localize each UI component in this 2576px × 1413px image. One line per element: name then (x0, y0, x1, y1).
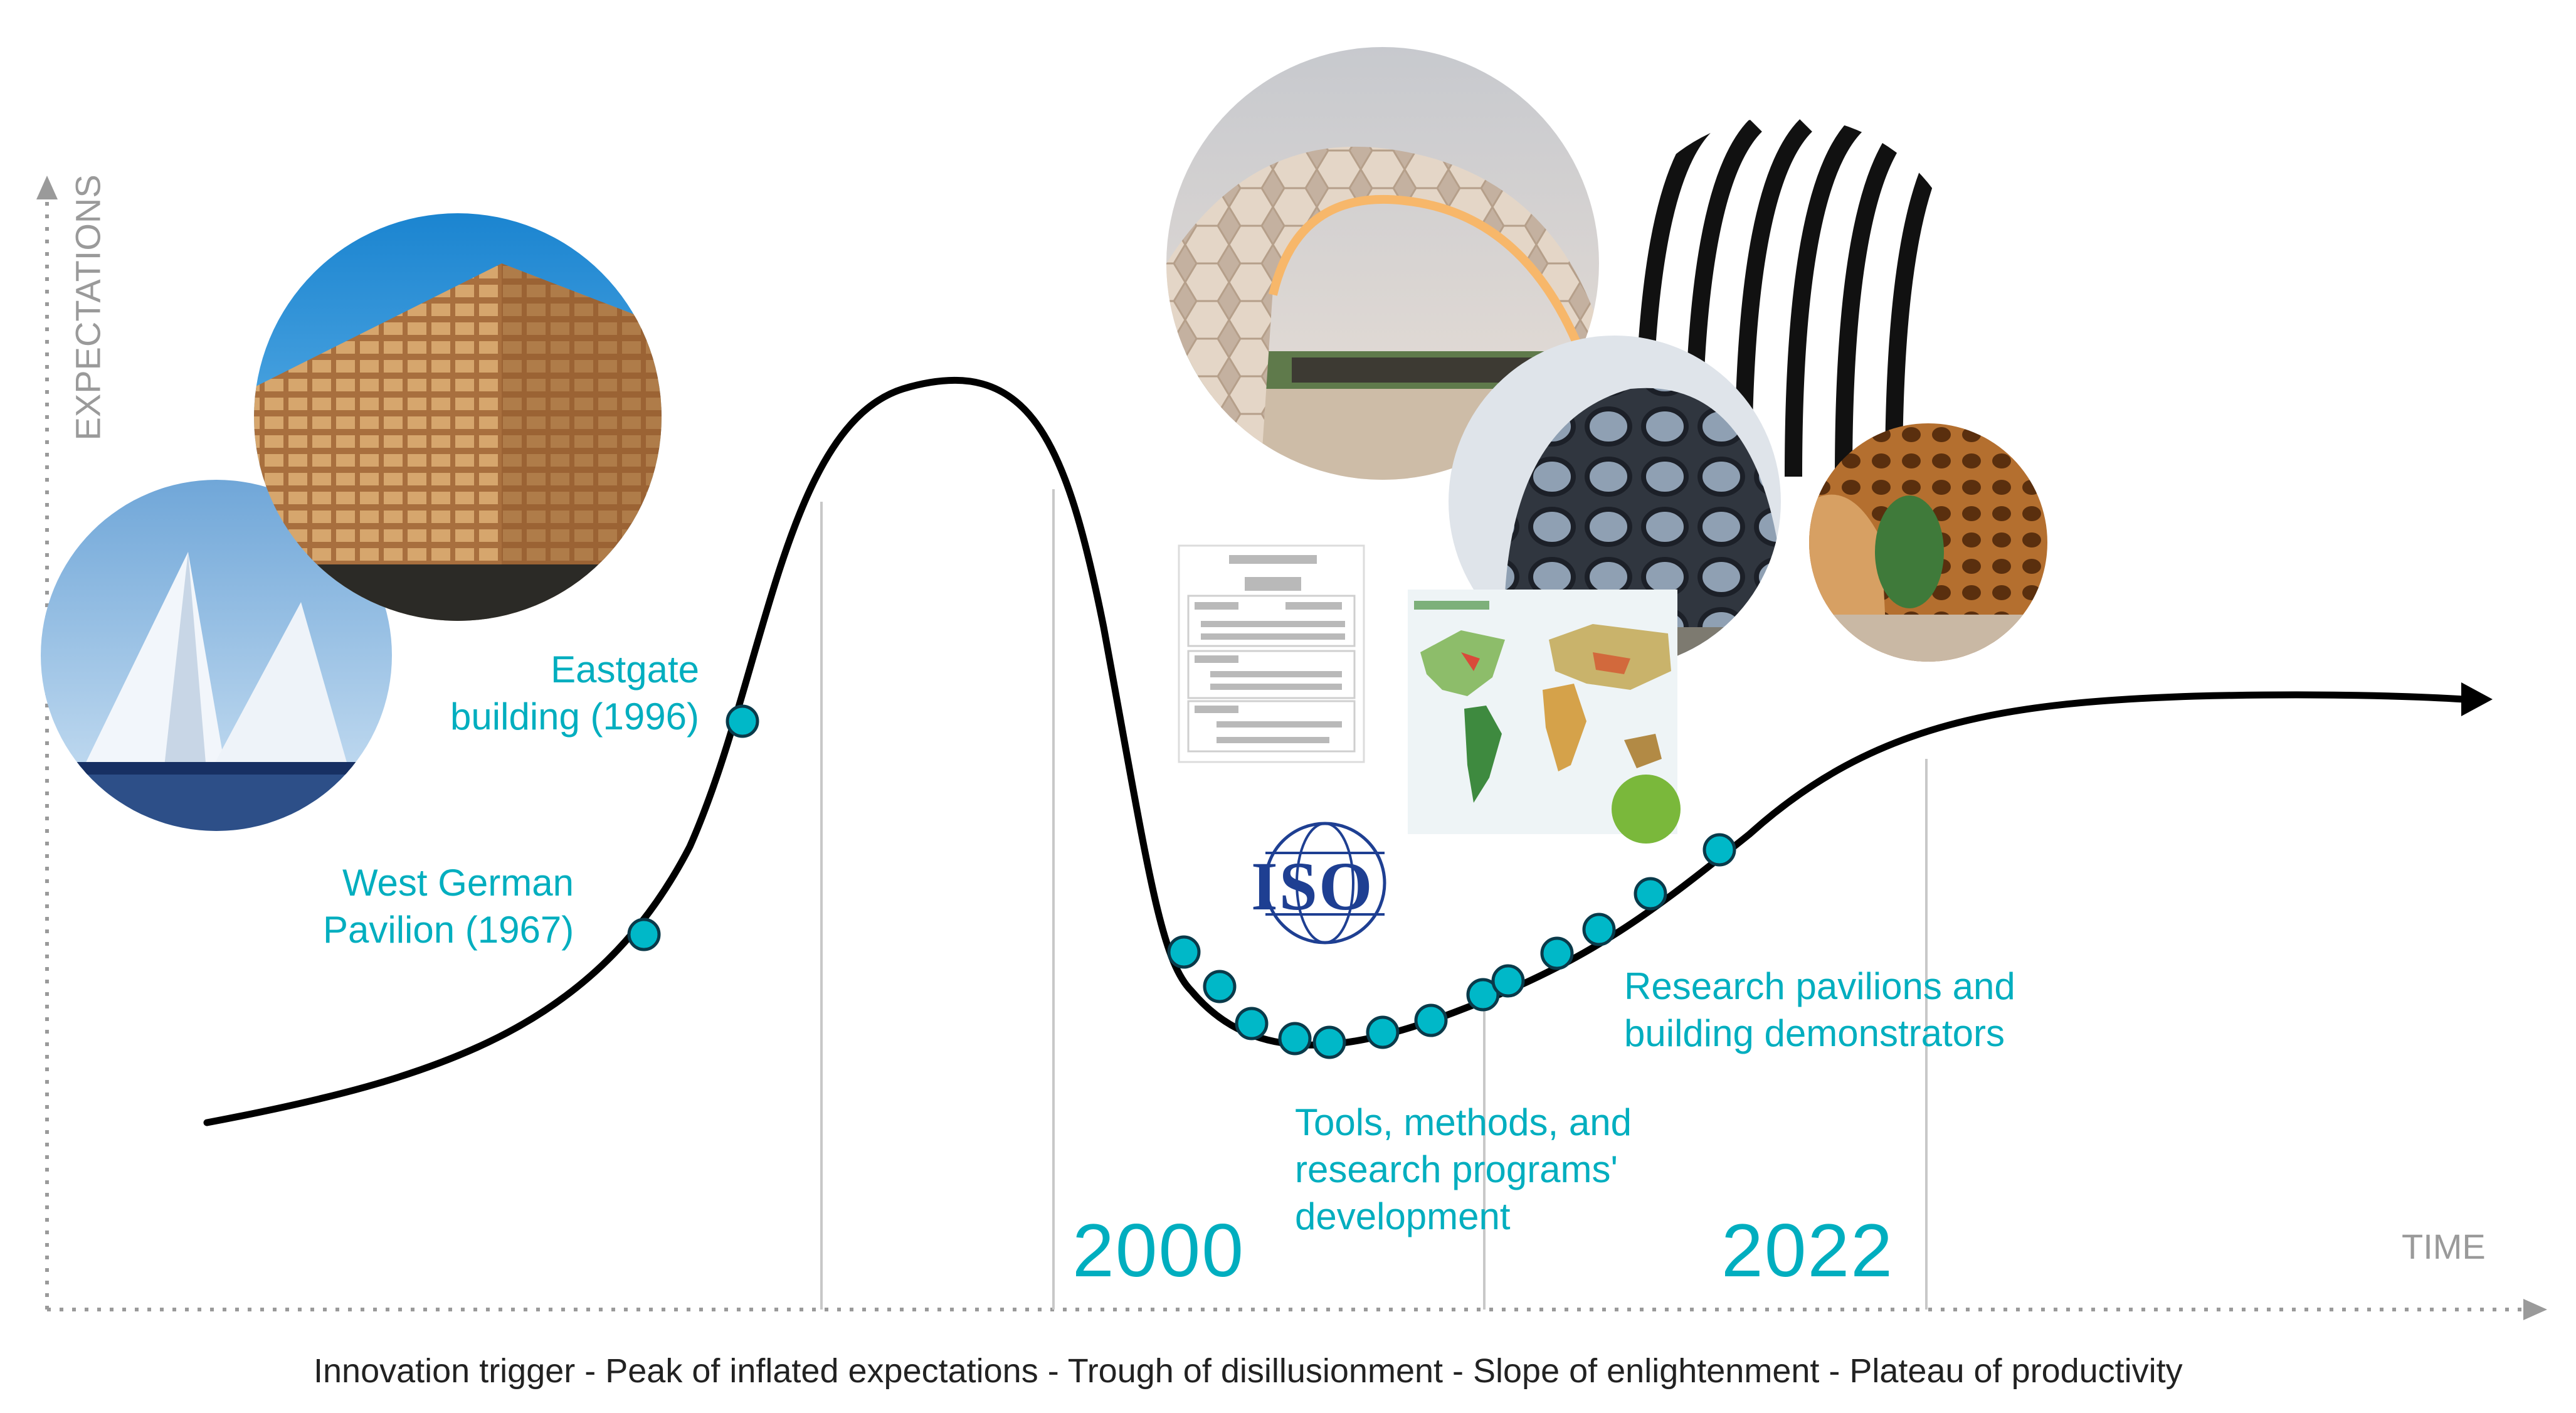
marker-point (1414, 1003, 1448, 1037)
marker-point (1235, 1007, 1269, 1040)
year-2000: 2000 (1072, 1209, 1245, 1293)
label-line: Eastgate (551, 648, 699, 691)
marker-west-german-pavilion (627, 918, 661, 951)
label-research-pavilions: Research pavilions and building demonstr… (1624, 963, 2015, 1057)
x-axis-arrowhead (2523, 1299, 2547, 1320)
iso-logo-text: ISO (1251, 848, 1374, 924)
milestone-markers (627, 704, 1736, 1059)
marker-point (1312, 1025, 1346, 1059)
label-line: West German (342, 862, 574, 904)
label-line: building demonstrators (1624, 1012, 2005, 1054)
phases-caption: Innovation trigger - Peak of inflated ex… (314, 1352, 2183, 1390)
world-climate-map-thumbnail (1408, 590, 1681, 844)
label-tools-methods: Tools, methods, and research programs' d… (1295, 1099, 1632, 1240)
axes (45, 194, 2527, 1311)
marker-eastgate-building (726, 704, 759, 738)
phase-dividers (820, 489, 1928, 1310)
marker-point (1702, 833, 1736, 867)
label-line: building (1996) (450, 696, 699, 738)
marker-point (1366, 1015, 1400, 1049)
flowchart-document-thumbnail (1178, 544, 1365, 763)
marker-point (1466, 978, 1500, 1012)
iso-logo (1264, 822, 1386, 945)
label-line: Research pavilions and (1624, 965, 2015, 1007)
marker-point (1540, 936, 1574, 970)
curve-arrowhead (2461, 682, 2493, 716)
label-line: Tools, methods, and (1295, 1101, 1632, 1143)
marker-point (1582, 913, 1616, 946)
marker-point (1167, 935, 1201, 969)
year-2022: 2022 (1721, 1209, 1894, 1293)
label-eastgate-building: Eastgate building (1996) (448, 646, 699, 740)
timber-cell-structure-photo (1809, 423, 2047, 662)
label-line: research programs' (1295, 1148, 1618, 1190)
label-line: Pavilion (1967) (323, 909, 574, 951)
label-line: development (1295, 1195, 1511, 1237)
timber-arch-pavilion-photo (1166, 47, 1599, 480)
y-axis-arrowhead (36, 176, 58, 199)
marker-point (1203, 970, 1237, 1003)
marker-point (1634, 877, 1667, 911)
marker-point (1491, 964, 1525, 998)
label-west-german-pavilion: West German Pavilion (1967) (323, 859, 574, 953)
x-axis-label: TIME (2402, 1227, 2486, 1266)
hype-curve (203, 376, 2468, 1126)
y-axis-label: EXPECTATIONS (68, 174, 108, 441)
marker-point (1278, 1022, 1312, 1056)
